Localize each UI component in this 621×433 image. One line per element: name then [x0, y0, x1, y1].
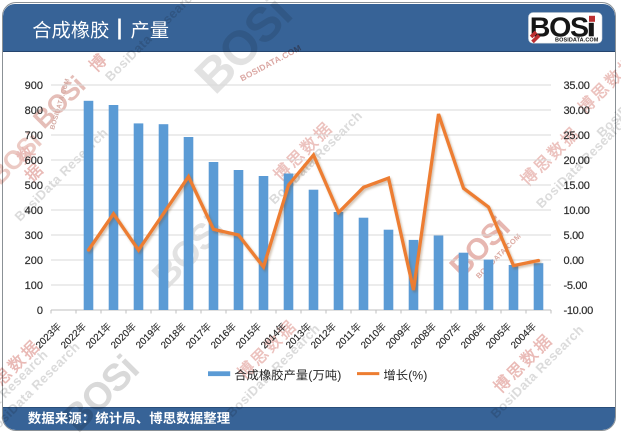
svg-text:2017: 2017	[184, 328, 207, 351]
svg-text:2008: 2008	[409, 328, 433, 352]
svg-text:15.00: 15.00	[564, 180, 590, 192]
svg-text:(: (	[308, 369, 313, 383]
svg-text:(%): (%)	[408, 369, 427, 383]
svg-text:-5.00: -5.00	[564, 280, 588, 292]
svg-text:300: 300	[25, 230, 43, 242]
svg-text:2020: 2020	[109, 328, 133, 352]
svg-text:0: 0	[37, 305, 43, 317]
svg-text:2022: 2022	[59, 328, 82, 351]
svg-text:800: 800	[25, 105, 43, 117]
svg-text:2018: 2018	[159, 328, 183, 352]
svg-text:2005: 2005	[484, 328, 508, 352]
svg-text:BOSIDATA.COM: BOSIDATA.COM	[555, 37, 599, 43]
svg-text:500: 500	[25, 180, 43, 192]
svg-text:2012: 2012	[309, 328, 332, 351]
svg-text:2019: 2019	[134, 328, 157, 351]
svg-text:2015: 2015	[234, 328, 258, 352]
svg-text:2013: 2013	[284, 328, 308, 352]
svg-text:2006: 2006	[459, 328, 483, 352]
svg-text:600: 600	[25, 155, 43, 167]
svg-text:2010: 2010	[359, 328, 383, 352]
svg-text:10.00: 10.00	[564, 205, 590, 217]
svg-text:700: 700	[25, 130, 43, 142]
svg-text:2023: 2023	[34, 328, 58, 352]
svg-text:5.00: 5.00	[564, 230, 584, 242]
svg-text:2014: 2014	[259, 328, 283, 352]
svg-text:30.00: 30.00	[564, 105, 590, 117]
svg-text:2021: 2021	[84, 328, 107, 351]
svg-text:35.00: 35.00	[564, 80, 590, 92]
svg-text:20.00: 20.00	[564, 155, 590, 167]
svg-text:2016: 2016	[209, 328, 233, 352]
svg-text:900: 900	[25, 80, 43, 92]
svg-text:2011: 2011	[334, 329, 357, 352]
svg-text:2004: 2004	[509, 328, 533, 352]
svg-text:200: 200	[25, 255, 43, 267]
svg-text:2009: 2009	[384, 328, 407, 351]
svg-text:100: 100	[25, 280, 43, 292]
svg-text:400: 400	[25, 205, 43, 217]
svg-text:): )	[337, 369, 341, 383]
svg-text:2007: 2007	[434, 328, 457, 351]
svg-text:0.00: 0.00	[564, 255, 584, 267]
svg-text:-10.00: -10.00	[564, 305, 594, 317]
svg-text:25.00: 25.00	[564, 130, 590, 142]
